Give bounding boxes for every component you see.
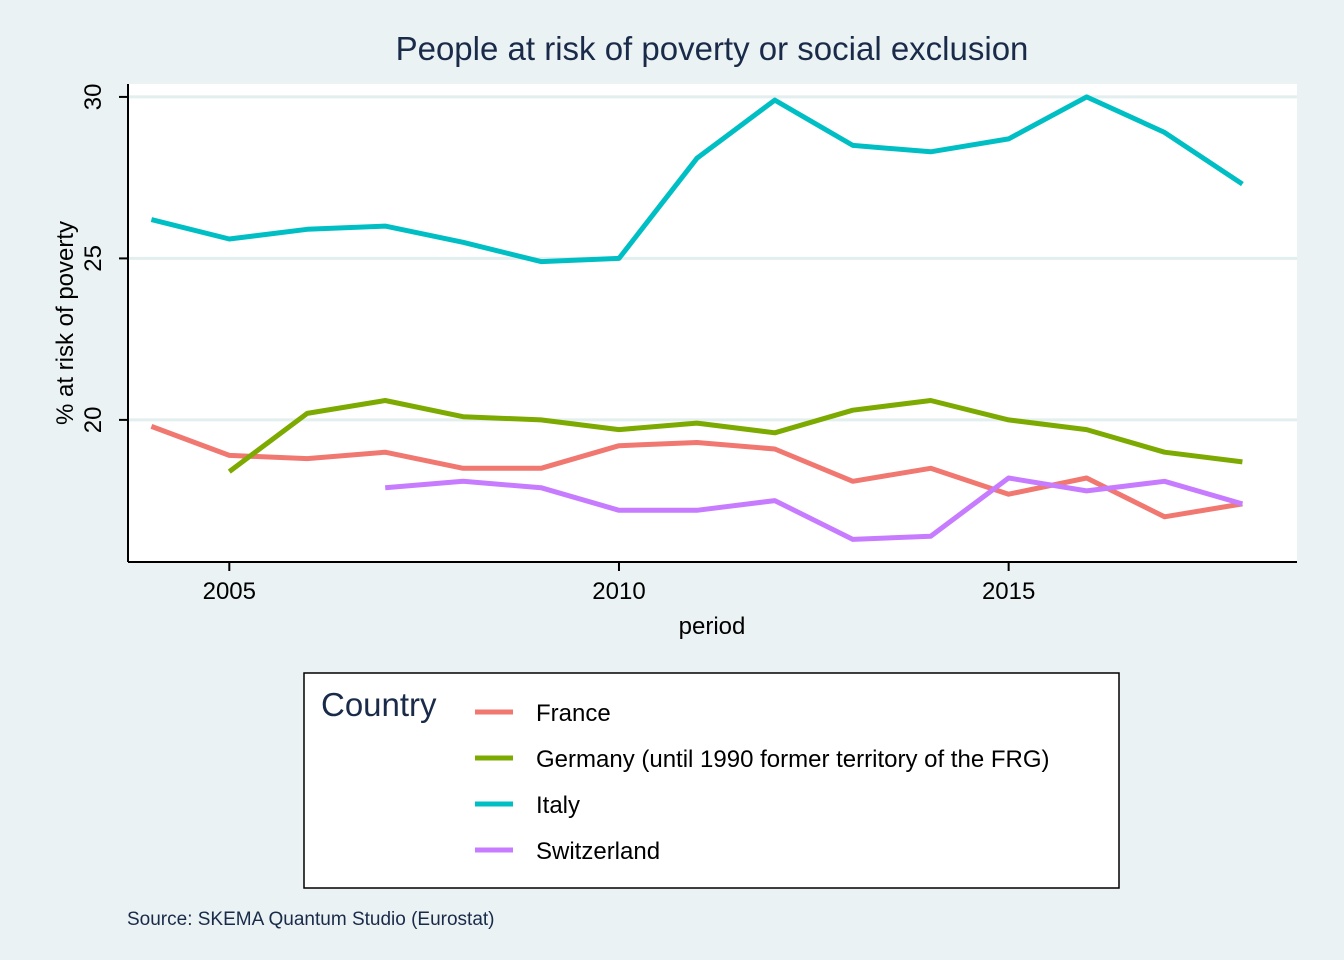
gridlines [128,95,1297,422]
x-tick-label: 2005 [203,578,256,605]
legend-label-france: France [536,700,611,727]
legend-label-germany: Germany (until 1990 former territory of … [536,746,1050,773]
y-axis-label: % at risk of poverty [52,221,79,425]
y-tick-label: 30 [80,84,107,111]
y-axis-ticks: 20 25 30 [80,84,128,434]
series-line-italy [150,94,1244,265]
legend: Country France Germany (until 1990 former… [303,672,1120,889]
legend-items: France Germany (until 1990 former territo… [475,700,1050,865]
legend-label-switzerland: Switzerland [536,838,660,865]
x-axis-label: period [679,613,746,640]
legend-title: Country [321,686,437,723]
x-axis-ticks: 2005 2010 2015 [203,562,1035,605]
y-tick-label: 25 [80,245,107,272]
chart-title: People at risk of poverty or social excl… [396,30,1029,67]
series-line-switzerland [384,475,1244,542]
x-tick-label: 2010 [592,578,645,605]
x-tick-label: 2015 [982,578,1035,605]
legend-box [303,672,1120,889]
plot-area [128,84,1297,562]
y-tick-label: 20 [80,407,107,434]
legend-label-italy: Italy [536,792,580,819]
series-line-france [150,424,1243,520]
chart-caption: Source: SKEMA Quantum Studio (Eurostat) [127,909,495,930]
series-line-germany [227,398,1243,474]
series-lines [150,94,1244,542]
